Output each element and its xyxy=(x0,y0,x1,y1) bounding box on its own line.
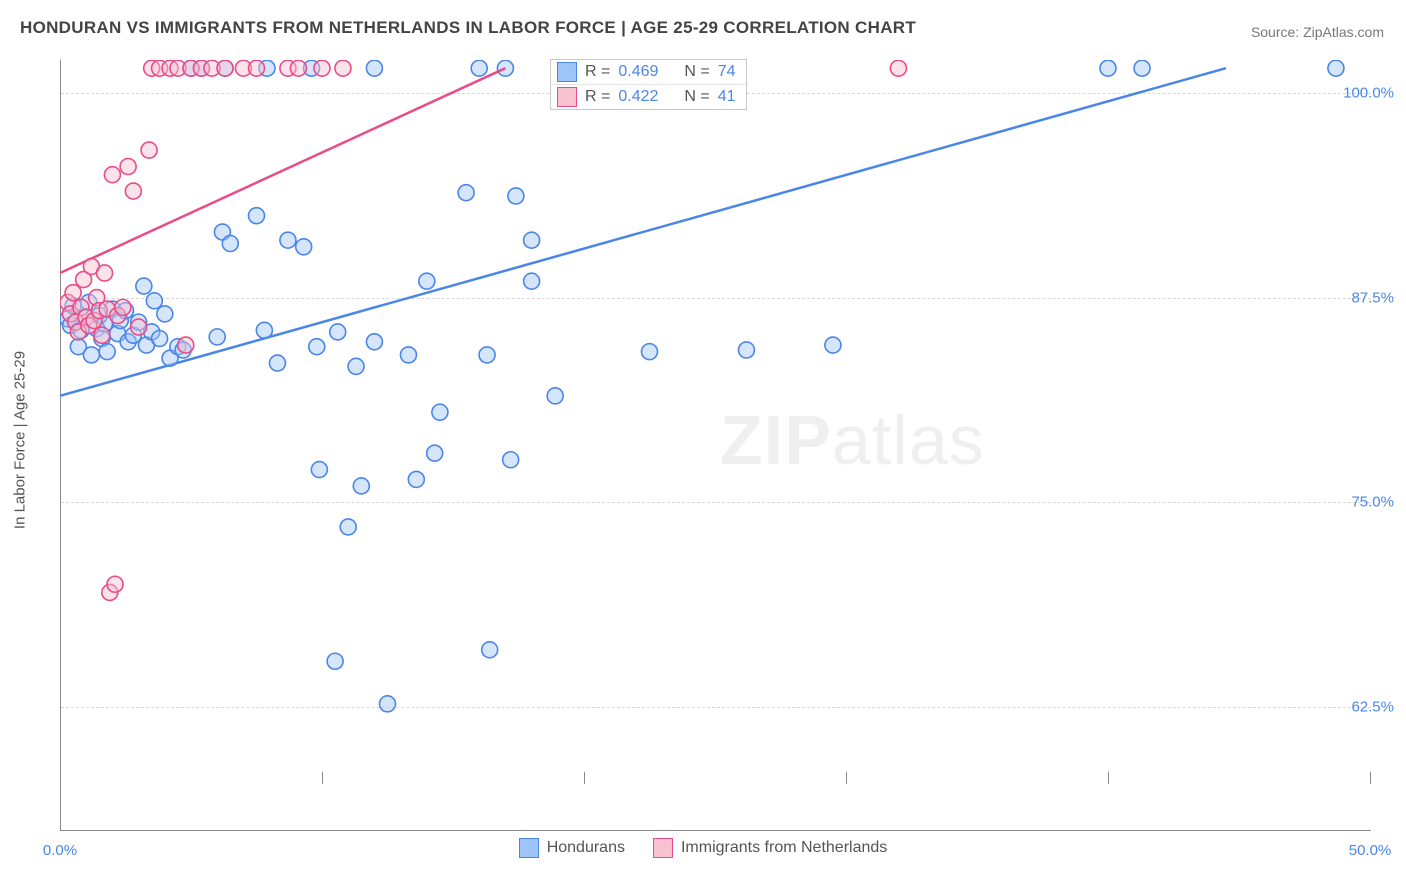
legend-label-hondurans: Hondurans xyxy=(547,839,625,857)
legend-item-netherlands: Immigrants from Netherlands xyxy=(653,838,887,858)
stat-r-value-netherlands: 0.422 xyxy=(618,88,658,106)
stat-r-label: R = xyxy=(585,63,610,81)
y-tick-label: 87.5% xyxy=(1351,289,1394,306)
legend-swatch-hondurans xyxy=(519,838,539,858)
y-tick-label: 75.0% xyxy=(1351,494,1394,511)
bottom-legend: Hondurans Immigrants from Netherlands xyxy=(0,838,1406,858)
swatch-netherlands xyxy=(557,87,577,107)
chart-title: HONDURAN VS IMMIGRANTS FROM NETHERLANDS … xyxy=(20,18,916,38)
x-tick-label: 0.0% xyxy=(43,842,77,859)
stat-r-label: R = xyxy=(585,88,610,106)
stat-n-label: N = xyxy=(684,63,709,81)
legend-swatch-netherlands xyxy=(653,838,673,858)
watermark: ZIPatlas xyxy=(720,400,985,480)
legend-label-netherlands: Immigrants from Netherlands xyxy=(681,839,887,857)
y-tick-label: 100.0% xyxy=(1343,84,1394,101)
stat-n-label: N = xyxy=(684,88,709,106)
watermark-suffix: atlas xyxy=(832,401,985,479)
stats-legend: R = 0.469 N = 74 R = 0.422 N = 41 xyxy=(550,59,747,110)
stat-n-value-netherlands: 41 xyxy=(718,88,736,106)
chart-source: Source: ZipAtlas.com xyxy=(1251,24,1384,40)
x-tick-label: 50.0% xyxy=(1349,842,1392,859)
y-axis-label: In Labor Force | Age 25-29 xyxy=(12,351,29,529)
swatch-hondurans xyxy=(557,62,577,82)
watermark-prefix: ZIP xyxy=(720,401,832,479)
stat-r-value-hondurans: 0.469 xyxy=(618,63,658,81)
stats-row-hondurans: R = 0.469 N = 74 xyxy=(551,60,746,84)
stats-row-netherlands: R = 0.422 N = 41 xyxy=(551,84,746,109)
stat-n-value-hondurans: 74 xyxy=(718,63,736,81)
plot-area xyxy=(60,60,1371,831)
legend-item-hondurans: Hondurans xyxy=(519,838,625,858)
y-tick-label: 62.5% xyxy=(1351,699,1394,716)
